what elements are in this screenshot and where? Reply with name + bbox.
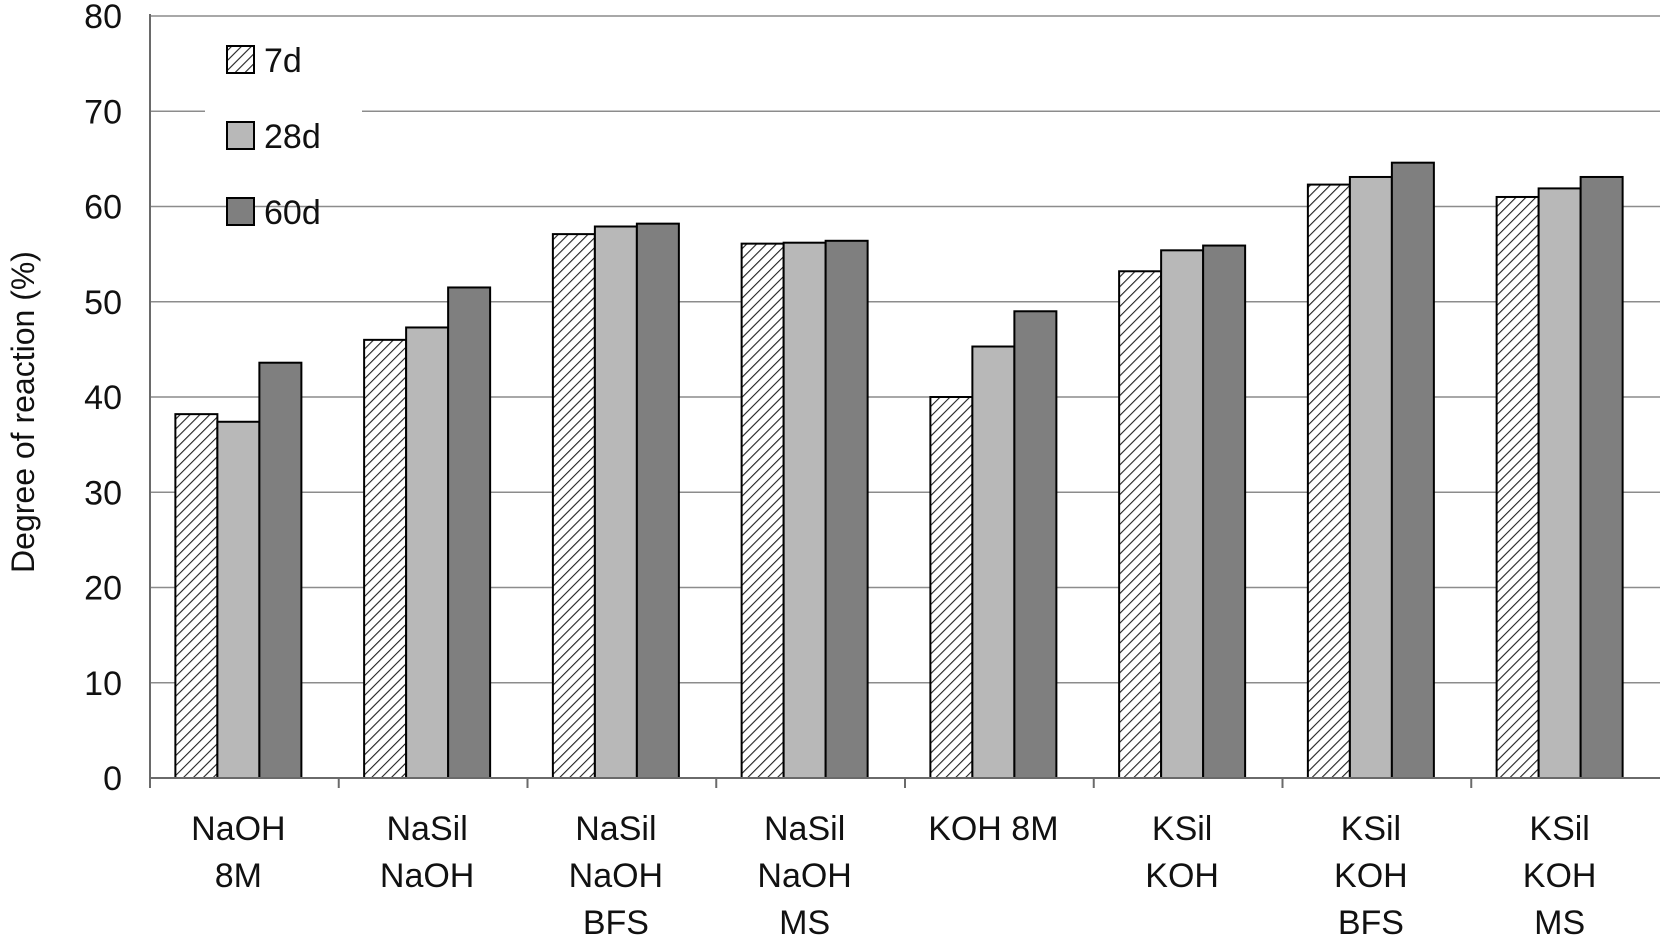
bar-60d-2: [635, 222, 680, 779]
bar-28d-4: [971, 345, 1016, 779]
y-tick-label: 10: [84, 665, 122, 703]
x-category-label: BFS: [583, 904, 649, 942]
x-category-label: KOH: [1145, 857, 1219, 895]
bar-60d-0: [258, 361, 303, 779]
legend: 7d 28d 60d: [226, 42, 321, 232]
legend-swatch-28d: [226, 121, 255, 150]
y-axis-title: Degree of reaction (%): [5, 251, 41, 573]
legend-swatch-60d: [226, 197, 255, 226]
x-category-label: NaOH: [191, 810, 285, 848]
y-tick-label: 70: [84, 93, 122, 131]
x-category-label: NaSil: [575, 810, 656, 848]
bar-60d-7: [1579, 175, 1624, 780]
y-tick-label: 80: [84, 0, 122, 36]
axes: [149, 14, 1660, 788]
bar-7d-2: [551, 233, 596, 779]
x-category-label: NaSil: [764, 810, 845, 848]
x-category-label: KSil: [1341, 810, 1401, 848]
bar-7d-4: [929, 396, 974, 779]
legend-label: 60d: [264, 194, 321, 232]
bar-60d-5: [1202, 244, 1247, 780]
x-category-label: BFS: [1338, 904, 1404, 942]
bar-28d-1: [405, 326, 450, 779]
legend-swatch-7d: [226, 45, 255, 74]
y-tick-label: 50: [84, 284, 122, 322]
x-category-label: KOH: [1334, 857, 1408, 895]
x-category-label: NaSil: [387, 810, 468, 848]
y-tick-labels: 0 10 20 30 40 50 60 70 80: [84, 0, 122, 798]
x-category-label: MS: [1534, 904, 1585, 942]
bar-28d-3: [782, 241, 827, 779]
bar-28d-5: [1160, 249, 1205, 779]
x-category-label: KSil: [1529, 810, 1589, 848]
bar-60d-4: [1013, 310, 1058, 779]
y-tick-label: 20: [84, 570, 122, 608]
bar-7d-5: [1118, 270, 1163, 779]
y-tick-label: 40: [84, 379, 122, 417]
bar-7d-6: [1306, 183, 1351, 779]
y-tick-label: 30: [84, 474, 122, 512]
bar-28d-7: [1537, 187, 1582, 779]
bar-28d-2: [593, 225, 638, 779]
x-category-labels: NaOH 8M NaSil NaOH NaSil NaOH BFS NaSil NaOH MS KO…: [191, 810, 1596, 942]
bar-series-group: [174, 161, 1624, 780]
x-category-label: KSil: [1152, 810, 1212, 848]
legend-label: 28d: [264, 118, 321, 156]
x-category-label: KOH 8M: [928, 810, 1058, 848]
legend-label: 7d: [264, 42, 302, 80]
y-tick-label: 60: [84, 189, 122, 227]
bar-60d-6: [1390, 161, 1435, 779]
x-category-label: 8M: [215, 857, 262, 895]
x-category-label: MS: [779, 904, 830, 942]
bar-7d-0: [174, 413, 219, 779]
bar-60d-1: [447, 286, 492, 779]
bar-7d-7: [1495, 195, 1540, 780]
x-category-label: NaOH: [757, 857, 851, 895]
bar-7d-3: [740, 242, 785, 779]
bar-28d-0: [216, 420, 261, 779]
x-category-label: NaOH: [569, 857, 663, 895]
x-category-label: KOH: [1523, 857, 1597, 895]
bar-7d-1: [363, 338, 408, 779]
bar-60d-3: [824, 239, 869, 780]
bar-28d-6: [1348, 175, 1393, 780]
x-category-label: NaOH: [380, 857, 474, 895]
y-tick-label: 0: [103, 760, 122, 798]
